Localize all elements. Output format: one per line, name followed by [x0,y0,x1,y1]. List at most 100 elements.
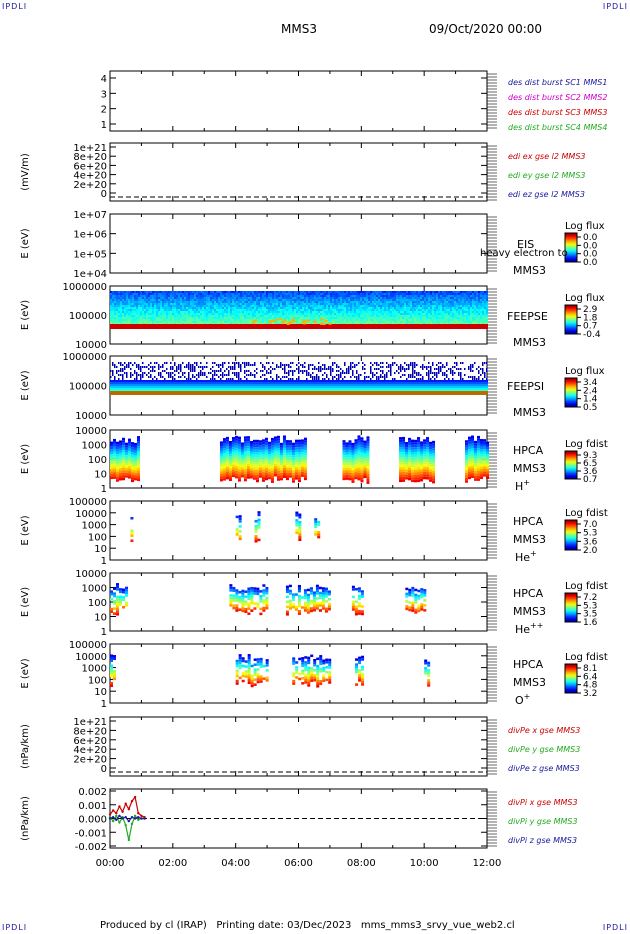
spectrogram-cell [262,301,264,303]
spectrogram-cell [338,321,340,323]
spectrogram-cell [194,301,196,303]
spectrogram-cell [460,324,462,329]
spectrogram-cell [134,299,136,301]
spectrogram-cell [264,303,266,305]
spectrogram-cell [206,293,208,295]
spectrogram-cell [432,309,434,311]
spectrogram-cell [275,318,279,321]
spectrogram-cell [274,307,276,309]
spectrogram-cell [484,291,486,293]
spectrogram-cell [350,303,352,305]
spectrogram-cell [264,301,266,303]
spectrogram-cell [136,391,138,395]
spectrogram-cell [128,319,130,321]
spectrogram-cell [170,291,172,293]
spectrogram-cell [248,297,250,299]
spectrogram-cell [478,295,480,297]
spectrogram-cell [396,309,398,311]
spectrogram-cell [234,295,236,297]
spectrogram-cell [466,303,468,305]
spectrogram-cell [254,386,256,388]
spectrogram-cell [242,324,244,329]
spectrogram-cell [420,301,422,303]
spectrogram-cell [316,319,318,321]
spectrogram-cell [166,388,168,390]
spectrogram-cell [228,295,230,297]
spectrogram-cell [220,324,222,329]
spectrogram-cell [232,382,234,384]
spectrogram-cell [486,315,488,317]
spectrogram-cell [220,301,222,303]
spectrogram-cell [198,388,200,390]
spectrogram-cell [450,291,452,293]
spectrogram-cell [446,299,448,301]
spectrogram-cell [138,313,140,315]
spectrogram-cell [314,297,316,299]
spectrogram-cell [200,386,202,388]
spectrogram-cell [184,388,186,390]
spectrogram-cell [182,362,184,364]
spectrogram-cell [314,311,316,313]
spectrogram-cell [324,319,328,322]
spectrogram-cell [138,299,140,301]
spectrogram-cell [212,376,214,378]
spectrogram-cell [162,376,164,378]
spectrogram-cell [134,309,136,311]
spectrogram-cell [142,295,144,297]
spectrogram-cell [424,293,426,295]
spectrogram-cell [152,324,154,329]
spectrogram-cell [112,311,114,313]
spectrogram-cell [144,315,146,317]
spectrogram-cell [322,313,324,315]
spectrogram-cell [254,303,256,305]
spectrogram-cell [166,372,168,374]
spectrogram-cell [202,317,204,319]
probe-label: MMS3 [513,264,546,277]
spectrogram-cell [154,317,156,319]
spectrogram-cell [262,305,264,307]
spectrogram-cell [456,313,458,315]
spectrogram-cell [416,321,418,323]
spectrogram-cell [268,307,270,309]
spectrogram-cell [152,388,154,390]
spectrogram-cell [152,384,154,386]
spectrogram-cell [164,380,166,382]
spectrogram-cell [358,297,360,299]
spectrogram-cell [218,307,220,309]
spectrogram-cell [352,307,354,309]
spectrogram-cell [112,382,114,384]
spectrogram-cell [132,293,134,295]
spectrogram-cell [186,380,188,382]
spectrogram-cell [132,384,134,386]
spectrogram-cell [376,295,378,297]
spectrogram-cell [184,295,186,297]
spectrogram-cell [240,297,242,299]
spectrogram-cell [232,380,234,382]
spectrogram-cell [224,317,226,319]
probe-label: MMS3 [513,336,546,349]
spectrogram-cell [288,391,290,395]
spectrogram-cell [184,299,186,301]
spectrogram-cell [188,324,190,329]
spectrogram-cell [160,317,162,319]
spectrogram-cell [244,303,246,305]
spectrogram-cell [303,320,307,323]
spectrogram-cell [192,374,194,376]
spectrogram-cell [146,382,148,384]
spectrogram-cell [400,317,402,319]
spectrogram-cell [270,315,272,317]
spectrogram-cell [214,384,216,386]
spectrogram-cell [452,307,454,309]
spectrogram-cell [174,370,176,372]
spectrogram-cell [216,384,218,386]
spectrogram-cell [236,382,238,384]
spectrogram-cell [292,301,294,303]
spectrogram-cell [170,311,172,313]
spectrogram-cell [208,386,210,388]
spectrogram-cell [418,321,420,323]
spectrogram-cell [418,305,420,307]
spectrogram-cell [144,293,146,295]
spectrogram-cell [232,324,234,329]
spectrogram-cell [162,305,164,307]
spectrogram-cell [452,319,454,321]
